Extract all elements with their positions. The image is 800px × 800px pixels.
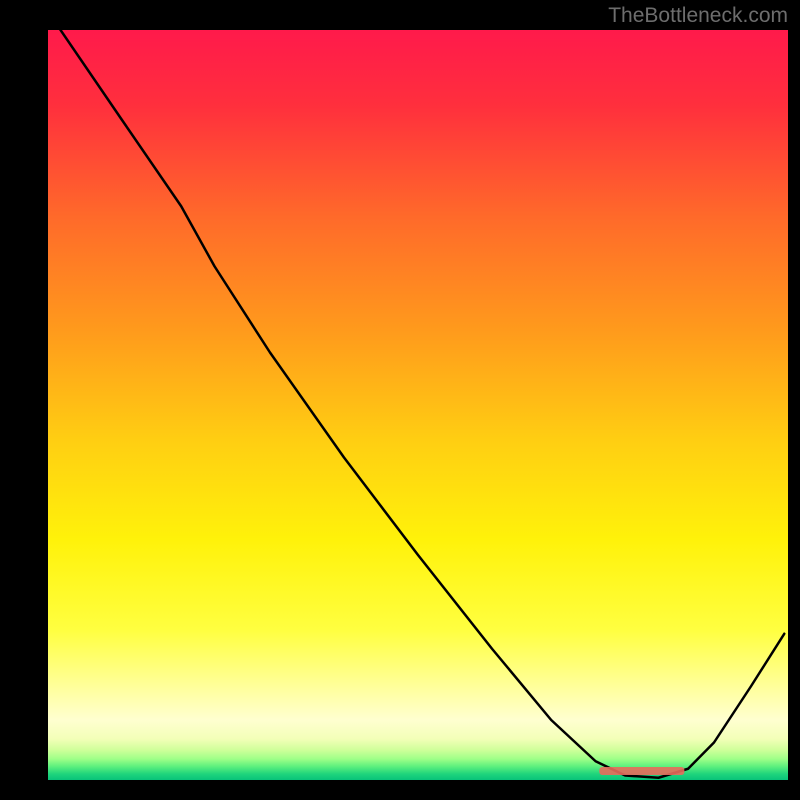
chart-frame: TheBottleneck.com: [0, 0, 800, 800]
chart-gradient-bg: [48, 30, 788, 780]
watermark-text: TheBottleneck.com: [608, 4, 788, 28]
bottleneck-curve-chart: [0, 0, 800, 800]
optimal-range-marker: [599, 767, 684, 775]
